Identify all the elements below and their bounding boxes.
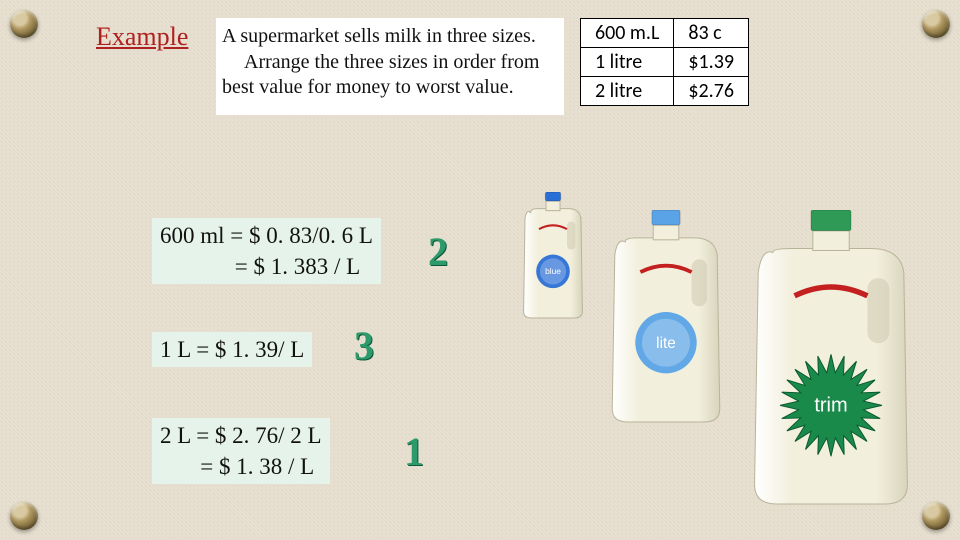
rank-3: 3 (354, 322, 374, 369)
milk-bottle-medium: lite (602, 210, 730, 424)
cell-price: 83 c (674, 19, 749, 48)
table-row: 2 litre $2.76 (581, 77, 749, 106)
calc-600ml: 600 ml = $ 0. 83/0. 6 L = $ 1. 383 / L (152, 218, 381, 284)
cell-size: 2 litre (581, 77, 674, 106)
calc-2l: 2 L = $ 2. 76/ 2 L = $ 1. 38 / L (152, 418, 330, 484)
rivet-top-right (922, 10, 950, 38)
cell-price: $1.39 (674, 48, 749, 77)
cell-price: $2.76 (674, 77, 749, 106)
rivet-bottom-left (10, 502, 38, 530)
svg-text:lite: lite (656, 335, 676, 352)
svg-text:trim: trim (814, 395, 847, 417)
calc-line: 600 ml = $ 0. 83/0. 6 L (160, 223, 373, 248)
rank-2: 2 (428, 228, 448, 275)
rivet-top-left (10, 10, 38, 38)
table-row: 600 m.L 83 c (581, 19, 749, 48)
problem-line2: Arrange the three sizes in order from be… (222, 50, 558, 101)
cell-size: 600 m.L (581, 19, 674, 48)
slide: Example A supermarket sells milk in thre… (0, 0, 960, 540)
example-heading: Example (96, 22, 188, 52)
calc-line: 1 L = $ 1. 39/ L (160, 337, 304, 362)
problem-text: A supermarket sells milk in three sizes.… (216, 18, 564, 115)
rivet-bottom-right (922, 502, 950, 530)
table-row: 1 litre $1.39 (581, 48, 749, 77)
problem-line1: A supermarket sells milk in three sizes. (222, 25, 536, 47)
calc-1l: 1 L = $ 1. 39/ L (152, 332, 312, 367)
milk-bottle-large: trim (740, 210, 922, 506)
milk-bottle-small: blue (518, 192, 588, 320)
calc-line: 2 L = $ 2. 76/ 2 L (160, 423, 322, 448)
svg-text:blue: blue (545, 266, 561, 276)
calc-line: = $ 1. 383 / L (160, 254, 360, 279)
rank-1: 1 (404, 428, 424, 475)
price-table: 600 m.L 83 c 1 litre $1.39 2 litre $2.76 (580, 18, 749, 106)
cell-size: 1 litre (581, 48, 674, 77)
calc-line: = $ 1. 38 / L (160, 454, 314, 479)
